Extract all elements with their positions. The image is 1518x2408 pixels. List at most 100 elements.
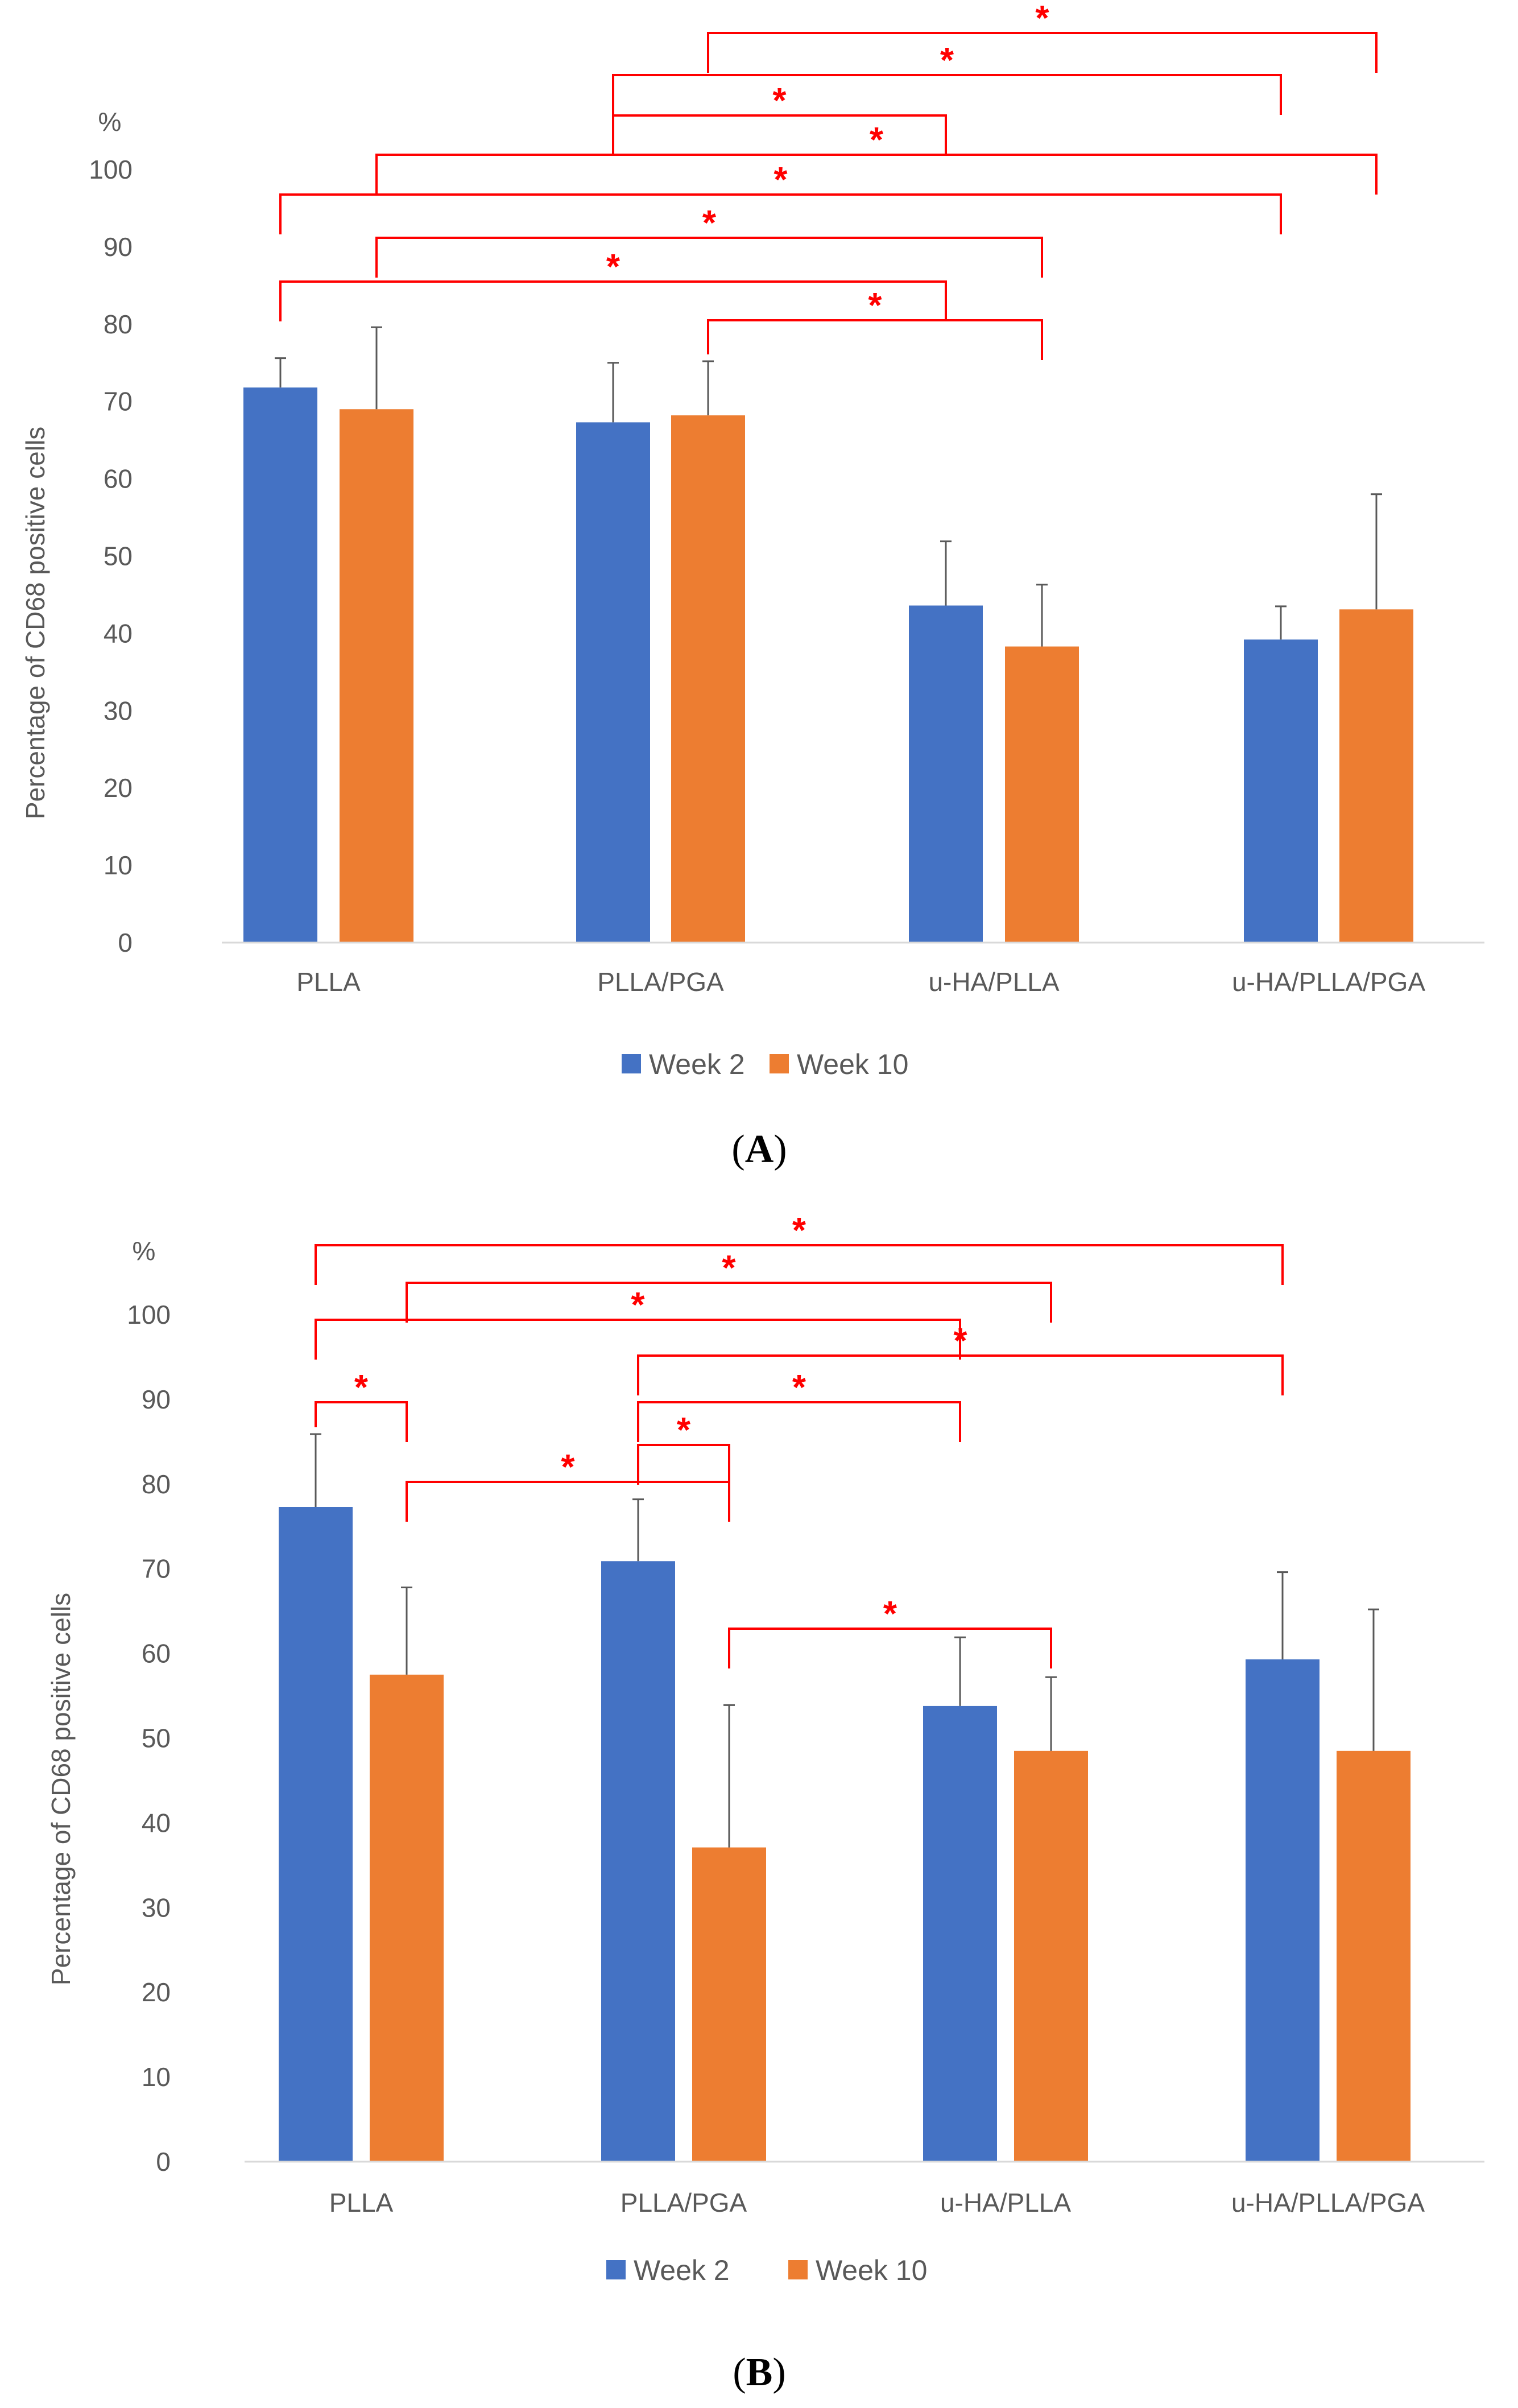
significance-bracket bbox=[375, 154, 1378, 195]
significance-bracket bbox=[728, 1628, 1052, 1668]
chart-panel-a: % Percentage of CD68 positive cells 0 10 2… bbox=[20, 0, 1484, 1171]
significance-bracket bbox=[279, 280, 947, 321]
y-tick-label: 30 bbox=[104, 696, 133, 725]
significance-star: * bbox=[792, 1368, 806, 1407]
significance-bracket bbox=[279, 193, 1282, 234]
bar-week-2 bbox=[243, 387, 317, 943]
significance-star: * bbox=[722, 1249, 736, 1288]
bar-week-10 bbox=[1339, 609, 1413, 943]
significance-bracket bbox=[315, 1244, 1284, 1285]
x-category-label: u-HA/PLLA/PGA bbox=[1231, 2188, 1425, 2217]
y-axis-title: Percentage of CD68 positive cells bbox=[20, 427, 50, 819]
x-category-label: PLLA bbox=[329, 2188, 394, 2217]
significance-bracket bbox=[406, 1481, 730, 1522]
x-axis-labels: PLLA PLLA/PGA u-HA/PLLA u-HA/PLLA/PGA bbox=[329, 2188, 1425, 2217]
y-tick-label: 40 bbox=[142, 1808, 171, 1837]
y-tick-label: 50 bbox=[104, 542, 133, 571]
bar-week-10 bbox=[1005, 646, 1079, 943]
significance-bracket bbox=[406, 1282, 1052, 1323]
bar-week-2 bbox=[279, 1507, 353, 2162]
bar-week-2 bbox=[1244, 639, 1318, 943]
panel-label-a: (A) bbox=[731, 1127, 787, 1171]
x-category-label: u-HA/PLLA/PGA bbox=[1232, 967, 1425, 997]
panel-letter: A bbox=[745, 1127, 774, 1171]
legend-swatch-week-10 bbox=[788, 2260, 808, 2279]
significance-star: * bbox=[870, 121, 884, 160]
significance-star: * bbox=[606, 247, 621, 287]
significance-bracket bbox=[612, 114, 947, 155]
y-tick-label: 80 bbox=[104, 309, 133, 339]
y-tick-label: 20 bbox=[104, 773, 133, 803]
y-tick-label: 10 bbox=[142, 2062, 171, 2092]
y-tick-label: 70 bbox=[142, 1554, 171, 1584]
significance-star: * bbox=[354, 1368, 369, 1407]
bar-week-10 bbox=[370, 1674, 444, 2162]
significance-star: * bbox=[953, 1321, 967, 1361]
y-tick-label: 40 bbox=[104, 618, 133, 648]
legend-label-week-10: Week 10 bbox=[797, 1048, 908, 1080]
significance-bracket bbox=[637, 1354, 1284, 1395]
bar-week-10 bbox=[671, 415, 745, 943]
significance-star: * bbox=[1035, 0, 1049, 38]
y-axis-ticks: 0 10 20 30 40 50 60 70 80 90 100 bbox=[89, 155, 133, 957]
significance-bracket bbox=[707, 319, 1043, 360]
bar-week-2 bbox=[601, 1561, 675, 2162]
x-category-label: u-HA/PLLA bbox=[940, 2188, 1071, 2217]
significance-bracket bbox=[707, 32, 1378, 73]
significance-brackets: * * * * * * * * * bbox=[315, 1211, 1284, 1668]
y-tick-label: 100 bbox=[127, 1300, 171, 1329]
bar-week-10 bbox=[1014, 1750, 1088, 2162]
y-axis-title: Percentage of CD68 positive cells bbox=[46, 1593, 76, 1985]
chart-panel-b: % Percentage of CD68 positive cells 0 10 2… bbox=[46, 1211, 1484, 2394]
y-tick-label: 30 bbox=[142, 1893, 171, 1922]
significance-bracket bbox=[375, 237, 1043, 278]
x-category-label: u-HA/PLLA bbox=[928, 967, 1059, 997]
significance-star: * bbox=[702, 204, 717, 243]
unit-label: % bbox=[133, 1236, 156, 1266]
significance-star: * bbox=[772, 81, 787, 121]
bar-week-10 bbox=[340, 409, 413, 943]
legend-swatch-week-2 bbox=[622, 1054, 641, 1073]
significance-brackets: * * * * * * * * bbox=[279, 0, 1378, 360]
legend: Week 2 Week 10 bbox=[606, 2254, 927, 2286]
bar-week-2 bbox=[576, 422, 650, 943]
y-tick-label: 20 bbox=[142, 1977, 171, 2007]
significance-bracket bbox=[612, 74, 1282, 115]
bars bbox=[245, 1433, 1484, 2163]
significance-bracket bbox=[637, 1444, 730, 1485]
significance-star: * bbox=[883, 1595, 897, 1634]
x-category-label: PLLA bbox=[296, 967, 361, 997]
y-tick-label: 0 bbox=[118, 928, 133, 957]
legend-label-week-2: Week 2 bbox=[649, 1048, 745, 1080]
x-category-label: PLLA/PGA bbox=[597, 967, 724, 997]
panel-letter: B bbox=[746, 2351, 773, 2394]
significance-star: * bbox=[774, 160, 788, 200]
significance-star: * bbox=[631, 1286, 645, 1325]
bar-week-2 bbox=[909, 605, 983, 943]
significance-star: * bbox=[561, 1448, 575, 1487]
legend-label-week-2: Week 2 bbox=[634, 2254, 730, 2286]
bar-week-10 bbox=[692, 1847, 766, 2162]
y-axis-ticks: 0 10 20 30 40 50 60 70 80 90 100 bbox=[127, 1300, 171, 2176]
y-tick-label: 70 bbox=[104, 387, 133, 416]
y-tick-label: 0 bbox=[156, 2147, 171, 2176]
significance-bracket bbox=[637, 1401, 961, 1442]
y-tick-label: 60 bbox=[142, 1639, 171, 1668]
y-tick-label: 90 bbox=[142, 1385, 171, 1414]
y-tick-label: 80 bbox=[142, 1469, 171, 1499]
panel-label-b: (B) bbox=[733, 2351, 785, 2394]
unit-label: % bbox=[98, 107, 122, 137]
x-axis-labels: PLLA PLLA/PGA u-HA/PLLA u-HA/PLLA/PGA bbox=[296, 967, 1425, 997]
y-tick-label: 50 bbox=[142, 1724, 171, 1753]
y-tick-label: 60 bbox=[104, 464, 133, 494]
x-category-label: PLLA/PGA bbox=[621, 2188, 747, 2217]
y-tick-label: 100 bbox=[89, 155, 133, 184]
significance-star: * bbox=[677, 1411, 691, 1450]
legend: Week 2 Week 10 bbox=[622, 1048, 908, 1080]
legend-swatch-week-2 bbox=[606, 2260, 626, 2279]
y-tick-label: 90 bbox=[104, 232, 133, 262]
bars bbox=[222, 326, 1484, 944]
legend-label-week-10: Week 10 bbox=[816, 2254, 927, 2286]
y-tick-label: 10 bbox=[104, 850, 133, 880]
